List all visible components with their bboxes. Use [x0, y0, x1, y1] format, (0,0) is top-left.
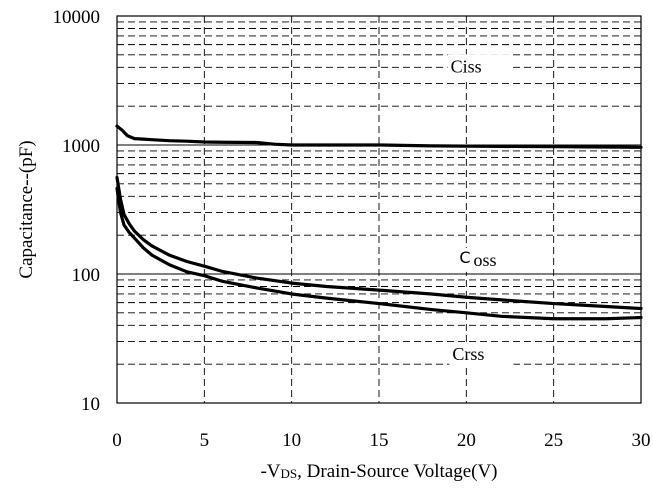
- series-lines: [115, 124, 643, 321]
- series-label-ciss: Ciss: [451, 56, 482, 76]
- x-axis-title-main: -V: [260, 461, 280, 482]
- y-tick-label: 10: [81, 394, 100, 415]
- y-tick-label: 100: [72, 265, 101, 286]
- y-axis-title: Capacitance--(pF): [16, 140, 37, 278]
- series-label-crss: Crss: [452, 344, 484, 364]
- series-line-coss: [115, 175, 643, 311]
- x-tick-label: 25: [544, 430, 563, 451]
- series-label-bg-coss: [456, 247, 521, 272]
- y-tick-label: 1000: [62, 136, 100, 157]
- x-tick-label: 0: [112, 430, 122, 451]
- x-tick-label: 5: [200, 430, 210, 451]
- x-axis-title-subscript: DS: [281, 466, 298, 481]
- x-tick-labels: 0 5 10 15 20 25 30: [112, 430, 650, 451]
- series-line-ciss: [115, 124, 643, 149]
- series-label-bg-ciss: [447, 54, 512, 79]
- x-axis-title-rest: , Drain-Source Voltage(V): [297, 461, 497, 482]
- x-axis-title: -VDS, Drain-Source Voltage(V): [260, 461, 497, 482]
- x-tick-label: 20: [457, 430, 476, 451]
- x-tick-label: 15: [370, 430, 389, 451]
- series-label-bg-crss: [449, 341, 514, 366]
- series-line-crss: [115, 186, 643, 321]
- plot-area-border: [116, 15, 642, 404]
- y-tick-labels: 10 100 1000 10000: [53, 7, 101, 415]
- x-tick-label: 10: [282, 430, 301, 451]
- grid: [117, 16, 641, 403]
- y-tick-label: 10000: [53, 7, 101, 28]
- x-tick-label: 30: [632, 430, 651, 451]
- series-label-prefix: C: [459, 248, 470, 267]
- series-label-rest: oss: [474, 250, 497, 270]
- series-labels: Ciss C oss Crss: [447, 54, 521, 366]
